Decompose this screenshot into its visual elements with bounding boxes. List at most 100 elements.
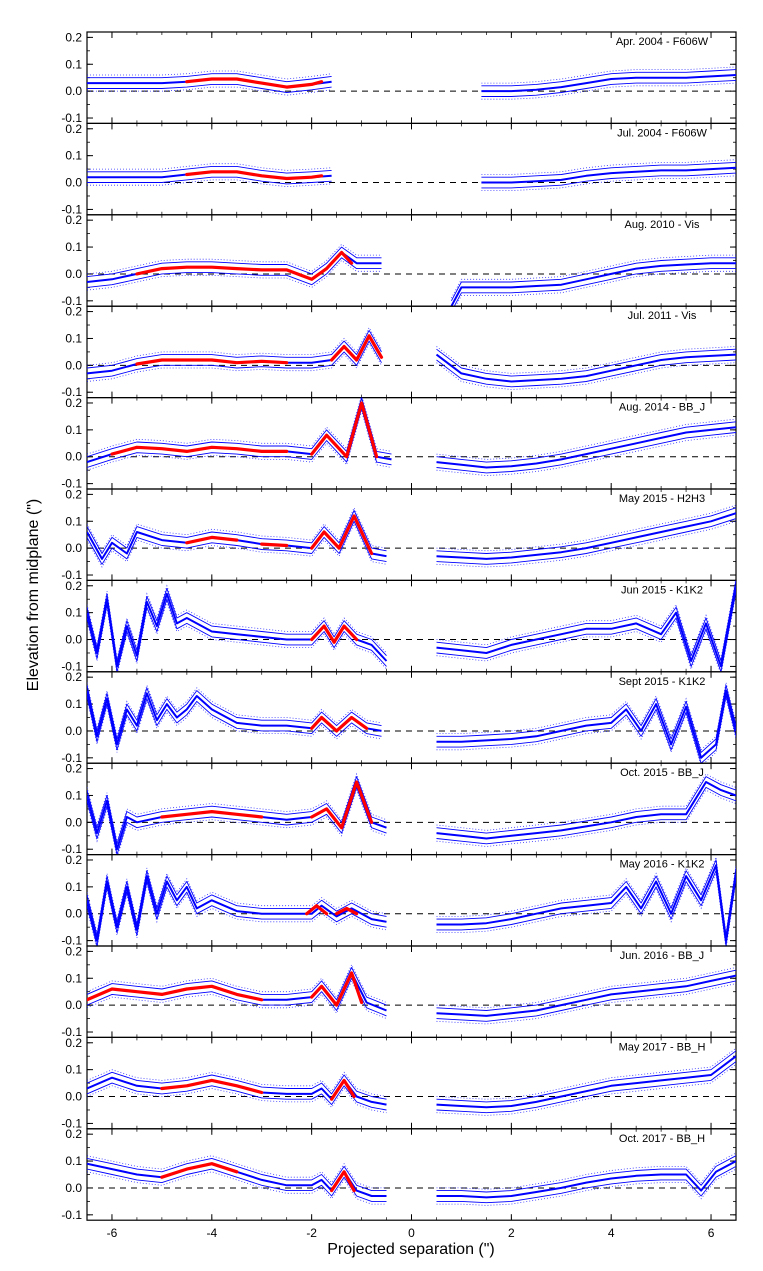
y-tick-label: 0.0 — [65, 1181, 82, 1195]
profile-envelope-left — [87, 695, 382, 751]
fit-line — [310, 624, 336, 644]
profile-envelope-left — [87, 520, 387, 565]
panel-title: Oct. 2015 - BB_J — [620, 767, 704, 779]
profile-error-right — [481, 82, 736, 100]
profile-envelope-right — [436, 507, 736, 554]
panel: -0.1 0.0 0.1 0.2 May 2016 - K1K2 — [61, 853, 737, 948]
profile-error-left — [87, 1069, 387, 1097]
y-tick-label: -0.1 — [61, 294, 82, 308]
y-tick-label: -0.1 — [61, 1116, 82, 1130]
profile-envelope-left — [87, 83, 332, 93]
y-tick-label: 0.1 — [65, 514, 82, 528]
y-tick-label: -0.1 — [61, 1208, 82, 1222]
profile-envelope-left — [87, 257, 382, 288]
profile-error-right — [436, 504, 736, 552]
panel: -0.1 0.0 0.1 0.2 Aug. 2010 - Vis — [61, 213, 737, 308]
profile-error-left — [87, 884, 387, 946]
profile-error-left — [87, 682, 382, 737]
profile-envelope-right — [481, 172, 736, 189]
fit-line — [135, 250, 354, 281]
y-tick-label: 0.2 — [65, 944, 82, 958]
y-tick-label: 0.1 — [65, 1154, 82, 1168]
profile-envelope-right — [436, 1166, 736, 1204]
fit-line — [160, 809, 264, 819]
profile-error-left — [87, 788, 387, 855]
fit-line — [310, 780, 374, 830]
x-tick-labels: -6 -4 -2 0 2 4 6 — [107, 1226, 715, 1240]
profile-error-left — [87, 584, 387, 659]
panel-content — [87, 66, 736, 100]
panel-content — [87, 243, 736, 307]
fit-line — [110, 445, 289, 456]
profile-envelope-right — [481, 69, 736, 87]
profile-line-right — [436, 426, 736, 469]
fit-line — [185, 535, 239, 545]
y-tick-label: 0.1 — [65, 423, 82, 437]
y-tick-label: 0.0 — [65, 450, 82, 464]
fit-line — [260, 542, 289, 548]
fit-line — [185, 170, 324, 181]
profile-error-left — [87, 772, 387, 842]
fit-line — [305, 904, 329, 916]
profile-line-left — [87, 1162, 387, 1197]
profile-envelope-left — [87, 510, 387, 554]
y-tick-label: 0.0 — [65, 358, 82, 372]
panel-title: Jul. 2011 - Vis — [628, 310, 697, 322]
y-tick-label: 0.0 — [65, 815, 82, 829]
panel: -0.1 0.0 0.1 0.2 Oct. 2017 - BB_H — [61, 1127, 737, 1222]
profile-envelope-right — [436, 859, 736, 936]
panel-content — [87, 1047, 736, 1116]
profile-envelope-right — [451, 257, 736, 302]
y-tick-label: 0.1 — [65, 240, 82, 254]
profile-error-right — [436, 773, 736, 831]
y-tick-label: -0.1 — [61, 751, 82, 765]
profile-error-right — [481, 66, 736, 84]
profile-error-left — [87, 867, 387, 933]
y-axis-label: Elevation from midplane (") — [25, 499, 42, 691]
profile-error-right — [436, 1168, 736, 1206]
fit-line — [310, 715, 339, 733]
profile-envelope-right — [436, 684, 736, 753]
panel: -0.1 0.0 0.1 0.2 Oct. 2015 - BB_J — [61, 762, 737, 856]
profile-error-left — [87, 409, 392, 471]
fit-line — [330, 334, 384, 362]
profile-envelope-left — [87, 407, 392, 468]
y-tick-label: 0.0 — [65, 267, 82, 281]
y-tick-label: -0.1 — [61, 1025, 82, 1039]
profile-envelope-left — [87, 881, 387, 946]
y-tick-label: 0.1 — [65, 57, 82, 71]
y-tick-label: 0.2 — [65, 213, 82, 227]
panel-title: Jul. 2004 - F606W — [617, 127, 707, 139]
profile-error-right — [436, 789, 736, 847]
profile-envelope-left — [87, 977, 387, 1017]
profile-error-right — [436, 593, 736, 672]
profile-envelope-left — [87, 1071, 387, 1100]
x-tick-label: 2 — [508, 1226, 515, 1240]
x-axis-label: Projected separation (") — [327, 1241, 495, 1258]
x-tick-label: -6 — [107, 1226, 118, 1240]
fit-line — [335, 906, 359, 916]
fit-line — [330, 1078, 356, 1101]
profile-line-right — [436, 1160, 736, 1199]
profile-envelope-left — [87, 176, 332, 185]
profile-envelope-right — [436, 1155, 736, 1193]
profile-envelope-left — [87, 685, 382, 740]
profile-error-right — [436, 580, 736, 660]
profile-line-right — [436, 512, 736, 560]
profile-envelope-right — [436, 421, 736, 463]
y-tick-label: 0.1 — [65, 880, 82, 894]
profile-error-right — [436, 855, 736, 933]
profile-envelope-right — [436, 980, 736, 1022]
y-tick-label: 0.2 — [65, 670, 82, 684]
profile-envelope-right — [436, 695, 736, 764]
profile-line-right — [450, 262, 736, 307]
panel-title: Aug. 2010 - Vis — [624, 219, 700, 231]
profile-error-left — [87, 342, 382, 382]
panel: -0.1 0.0 0.1 0.2 May 2017 - BB_H — [61, 1036, 737, 1130]
panel-title: Jun 2015 - K1K2 — [621, 584, 703, 596]
profile-envelope-left — [87, 870, 387, 936]
panel-title: Oct. 2017 - BB_H — [619, 1133, 705, 1145]
y-tick-label: -0.1 — [61, 385, 82, 399]
x-tick-label: -2 — [306, 1226, 317, 1240]
